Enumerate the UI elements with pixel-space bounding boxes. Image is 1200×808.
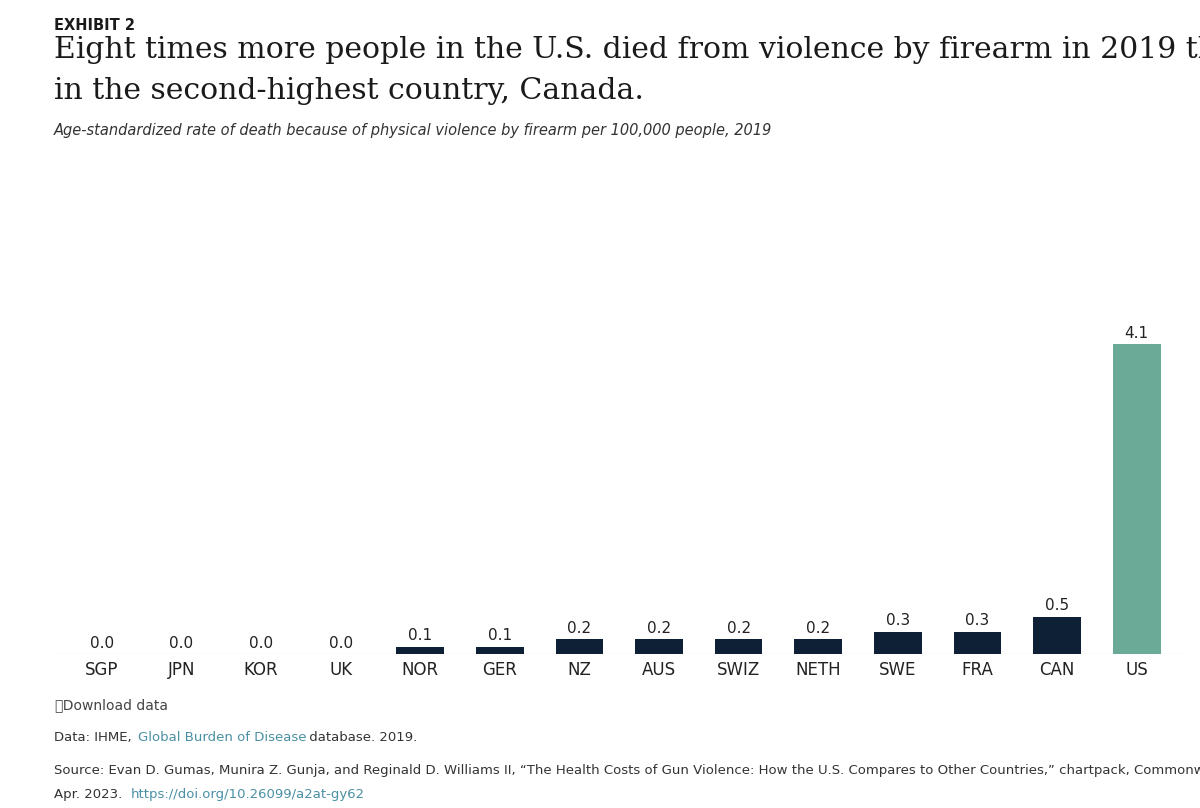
Text: https://doi.org/10.26099/a2at-gy62: https://doi.org/10.26099/a2at-gy62 [131,788,365,801]
Text: Eight times more people in the U.S. died from violence by firearm in 2019 than: Eight times more people in the U.S. died… [54,36,1200,65]
Bar [635,639,683,654]
Text: EXHIBIT 2: EXHIBIT 2 [54,18,134,33]
Bar [556,639,604,654]
Text: Source: Evan D. Gumas, Munira Z. Gunja, and Reginald D. Williams II, “The Health: Source: Evan D. Gumas, Munira Z. Gunja, … [54,764,1200,776]
Bar [1033,617,1081,654]
Text: 0.0: 0.0 [329,636,353,650]
Text: 0.3: 0.3 [886,613,910,628]
Text: 0.2: 0.2 [726,621,751,636]
Bar [794,639,842,654]
Text: 0.5: 0.5 [1045,598,1069,613]
Text: 4.1: 4.1 [1124,326,1148,340]
Text: 0.0: 0.0 [248,636,274,650]
Text: ⤓: ⤓ [54,699,62,713]
Bar [396,647,444,654]
Bar [1112,344,1160,654]
Text: Apr. 2023.: Apr. 2023. [54,788,126,801]
Bar [715,639,762,654]
Text: in the second-highest country, Canada.: in the second-highest country, Canada. [54,77,644,105]
Text: 0.1: 0.1 [408,628,432,643]
Text: 0.1: 0.1 [487,628,512,643]
Text: Age-standardized rate of death because of physical violence by firearm per 100,0: Age-standardized rate of death because o… [54,123,773,138]
Text: 0.0: 0.0 [169,636,193,650]
Text: 0.2: 0.2 [647,621,671,636]
Bar [874,632,922,654]
Text: database. 2019.: database. 2019. [305,731,416,744]
Bar [476,647,523,654]
Bar [954,632,1001,654]
Text: Data: IHME,: Data: IHME, [54,731,136,744]
Text: Global Burden of Disease: Global Burden of Disease [138,731,306,744]
Text: 0.3: 0.3 [965,613,990,628]
Text: 0.2: 0.2 [568,621,592,636]
Text: 0.0: 0.0 [90,636,114,650]
Text: 0.2: 0.2 [806,621,830,636]
Text: Download data: Download data [54,699,168,713]
